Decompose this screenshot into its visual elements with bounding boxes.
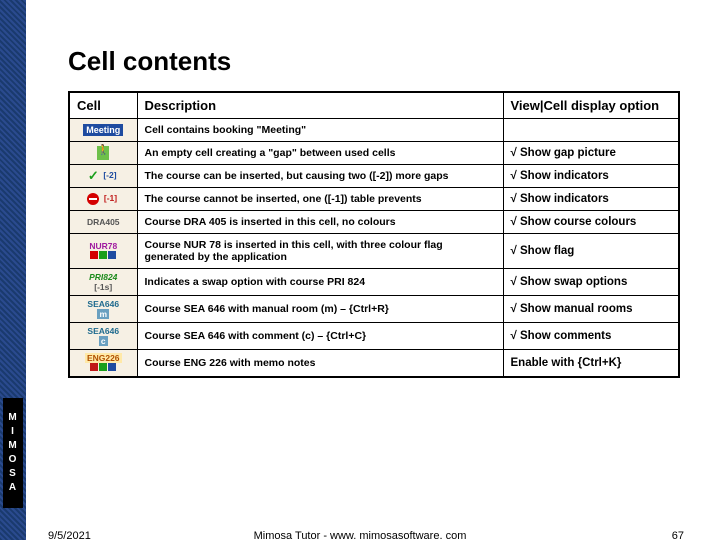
table-row: NUR78Course NUR 78 is inserted in this c…	[69, 234, 679, 269]
col-description: Description	[137, 92, 503, 119]
cell-visual: PRI824[-1s]	[69, 269, 137, 296]
page-title: Cell contents	[68, 46, 680, 77]
cell-description: Cell contains booking "Meeting"	[137, 119, 503, 142]
cell-description: Course DRA 405 is inserted in this cell,…	[137, 211, 503, 234]
cell-view-option: √ Show gap picture	[503, 142, 679, 165]
cell-visual: ENG226	[69, 350, 137, 378]
slide-content: Cell contents Cell Description View|Cell…	[68, 46, 680, 378]
cell-contents-table: Cell Description View|Cell display optio…	[68, 91, 680, 378]
cell-visual: DRA405	[69, 211, 137, 234]
table-row: PRI824[-1s]Indicates a swap option with …	[69, 269, 679, 296]
brand-letter: I	[11, 425, 15, 439]
table-row: ✓ [-2]The course can be inserted, but ca…	[69, 165, 679, 188]
cell-description: An empty cell creating a "gap" between u…	[137, 142, 503, 165]
cell-view-option: √ Show comments	[503, 323, 679, 350]
cell-description: The course can be inserted, but causing …	[137, 165, 503, 188]
cell-description: Course SEA 646 with manual room (m) – {C…	[137, 296, 503, 323]
cell-visual: [-1]	[69, 188, 137, 211]
table-header-row: Cell Description View|Cell display optio…	[69, 92, 679, 119]
brand-letter: O	[9, 453, 18, 467]
cell-visual: SEA646m	[69, 296, 137, 323]
cell-view-option	[503, 119, 679, 142]
cell-visual: NUR78	[69, 234, 137, 269]
table-row: An empty cell creating a "gap" between u…	[69, 142, 679, 165]
brand-letter: A	[9, 481, 17, 495]
cell-view-option: √ Show course colours	[503, 211, 679, 234]
brand-badge: A S O M I M	[3, 398, 23, 508]
col-view-option: View|Cell display option	[503, 92, 679, 119]
cell-view-option: Enable with {Ctrl+K}	[503, 350, 679, 378]
brand-letter: M	[8, 411, 17, 425]
table-row: MeetingCell contains booking "Meeting"	[69, 119, 679, 142]
table-row: SEA646mCourse SEA 646 with manual room (…	[69, 296, 679, 323]
footer-center: Mimosa Tutor - www. mimosasoftware. com	[0, 530, 720, 542]
brand-letter: S	[9, 467, 17, 481]
cell-view-option: √ Show indicators	[503, 188, 679, 211]
cell-description: Course SEA 646 with comment (c) – {Ctrl+…	[137, 323, 503, 350]
table-row: [-1]The course cannot be inserted, one (…	[69, 188, 679, 211]
cell-description: Course NUR 78 is inserted in this cell, …	[137, 234, 503, 269]
brand-letter: M	[8, 439, 17, 453]
cell-visual: ✓ [-2]	[69, 165, 137, 188]
col-cell: Cell	[69, 92, 137, 119]
cell-visual: SEA646c	[69, 323, 137, 350]
cell-view-option: √ Show indicators	[503, 165, 679, 188]
cell-description: Course ENG 226 with memo notes	[137, 350, 503, 378]
table-row: DRA405Course DRA 405 is inserted in this…	[69, 211, 679, 234]
table-row: ENG226Course ENG 226 with memo notesEnab…	[69, 350, 679, 378]
cell-view-option: √ Show swap options	[503, 269, 679, 296]
table-row: SEA646cCourse SEA 646 with comment (c) –…	[69, 323, 679, 350]
cell-view-option: √ Show flag	[503, 234, 679, 269]
cell-visual: Meeting	[69, 119, 137, 142]
cell-description: Indicates a swap option with course PRI …	[137, 269, 503, 296]
cell-description: The course cannot be inserted, one ([-1]…	[137, 188, 503, 211]
footer-page-number: 67	[672, 530, 684, 542]
cell-visual	[69, 142, 137, 165]
cell-view-option: √ Show manual rooms	[503, 296, 679, 323]
